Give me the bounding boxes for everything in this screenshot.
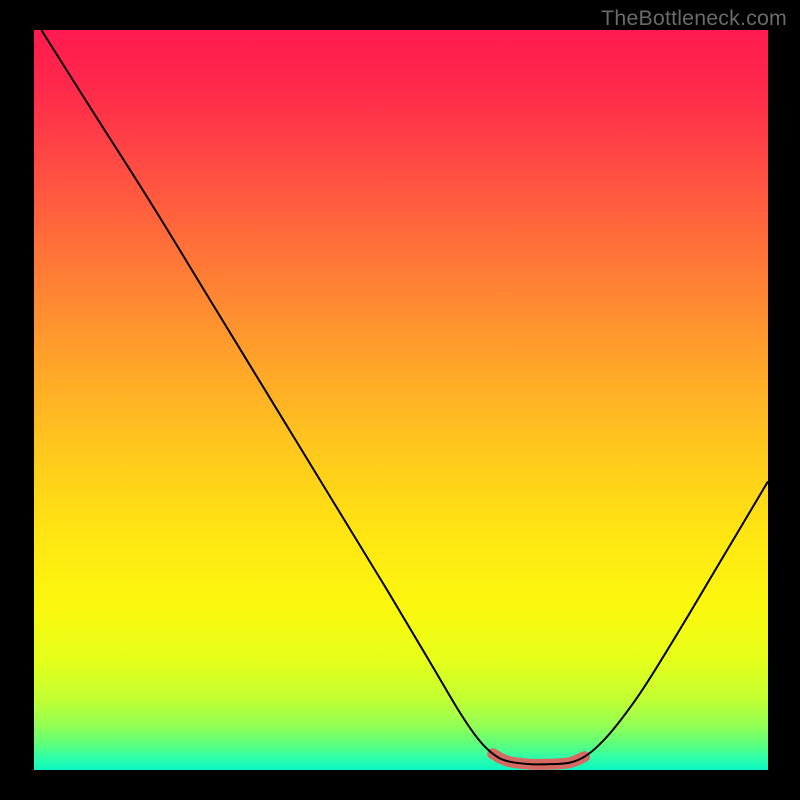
watermark-text: TheBottleneck.com [601,6,787,31]
chart-svg [34,30,768,770]
bottleneck-curve [41,30,768,764]
plot-area [34,30,768,770]
